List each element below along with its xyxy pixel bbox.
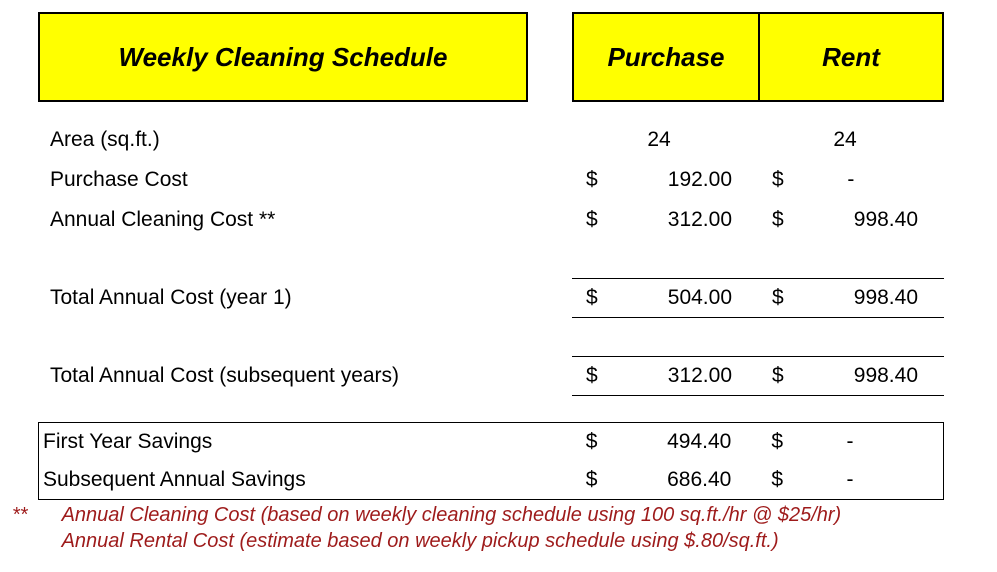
row-first-year-savings: First Year Savings $ 494.40 $ -: [39, 423, 943, 461]
header-title: Weekly Cleaning Schedule: [38, 12, 528, 102]
value: 998.40: [784, 208, 918, 232]
cell-purchase-cost-rent: $ -: [758, 160, 944, 200]
currency: $: [586, 208, 598, 232]
cell-total-year1-purchase: $ 504.00: [572, 278, 758, 318]
footnote-body: Annual Cleaning Cost (based on weekly cl…: [62, 502, 842, 554]
value: 312.00: [598, 208, 732, 232]
currency: $: [586, 286, 598, 310]
currency: $: [772, 364, 784, 388]
value: 24: [586, 128, 732, 152]
row-total-subsequent: Total Annual Cost (subsequent years) $ 3…: [38, 356, 944, 396]
currency: $: [771, 468, 783, 492]
value: 494.40: [597, 430, 731, 454]
cell-total-subsequent-purchase: $ 312.00: [572, 356, 758, 396]
currency: $: [586, 430, 598, 454]
cell-subsequent-savings-purchase: $ 686.40: [572, 461, 758, 499]
footnote: ** Annual Cleaning Cost (based on weekly…: [12, 502, 982, 554]
currency: $: [586, 468, 598, 492]
currency: $: [586, 364, 598, 388]
value: 312.00: [598, 364, 732, 388]
currency: $: [771, 430, 783, 454]
footnote-mark: **: [12, 502, 56, 528]
cell-purchase-cost-purchase: $ 192.00: [572, 160, 758, 200]
cell-first-year-savings-purchase: $ 494.40: [572, 423, 758, 461]
label-total-subsequent: Total Annual Cost (subsequent years): [38, 364, 572, 388]
value: 24: [772, 128, 918, 152]
value: 192.00: [598, 168, 732, 192]
currency: $: [772, 208, 784, 232]
cell-total-year1-rent: $ 998.40: [758, 278, 944, 318]
label-area: Area (sq.ft.): [38, 128, 572, 152]
cell-annual-cleaning-rent: $ 998.40: [758, 200, 944, 240]
header-row: Weekly Cleaning Schedule Purchase Rent: [38, 12, 958, 102]
row-total-year1: Total Annual Cost (year 1) $ 504.00 $ 99…: [38, 278, 944, 318]
currency: $: [772, 286, 784, 310]
row-purchase-cost: Purchase Cost $ 192.00 $ -: [38, 160, 944, 200]
value: -: [784, 168, 918, 192]
row-subsequent-savings: Subsequent Annual Savings $ 686.40 $ -: [39, 461, 943, 499]
row-annual-cleaning: Annual Cleaning Cost ** $ 312.00 $ 998.4…: [38, 200, 944, 240]
value: 504.00: [598, 286, 732, 310]
value: -: [783, 468, 917, 492]
label-first-year-savings: First Year Savings: [39, 430, 572, 454]
cell-annual-cleaning-purchase: $ 312.00: [572, 200, 758, 240]
value: 998.40: [784, 286, 918, 310]
cost-comparison-table: Weekly Cleaning Schedule Purchase Rent A…: [38, 12, 958, 500]
currency: $: [772, 168, 784, 192]
footnote-line1: Annual Cleaning Cost (based on weekly cl…: [62, 504, 842, 526]
label-annual-cleaning: Annual Cleaning Cost **: [38, 208, 572, 232]
header-rent: Rent: [758, 12, 944, 102]
cell-area-rent: 24: [758, 120, 944, 160]
value: 686.40: [597, 468, 731, 492]
label-total-year1: Total Annual Cost (year 1): [38, 286, 572, 310]
data-section: Area (sq.ft.) 24 24 Purchase Cost $ 192.…: [38, 120, 944, 396]
cell-area-purchase: 24: [572, 120, 758, 160]
currency: $: [586, 168, 598, 192]
label-purchase-cost: Purchase Cost: [38, 168, 572, 192]
footnote-line2: Annual Rental Cost (estimate based on we…: [62, 530, 779, 552]
cell-total-subsequent-rent: $ 998.40: [758, 356, 944, 396]
cell-subsequent-savings-rent: $ -: [757, 461, 943, 499]
row-area: Area (sq.ft.) 24 24: [38, 120, 944, 160]
value: -: [783, 430, 917, 454]
header-gap: [528, 12, 572, 102]
value: 998.40: [784, 364, 918, 388]
savings-section: First Year Savings $ 494.40 $ - Subseque…: [38, 422, 944, 500]
header-purchase: Purchase: [572, 12, 758, 102]
label-subsequent-savings: Subsequent Annual Savings: [39, 468, 572, 492]
cell-first-year-savings-rent: $ -: [757, 423, 943, 461]
